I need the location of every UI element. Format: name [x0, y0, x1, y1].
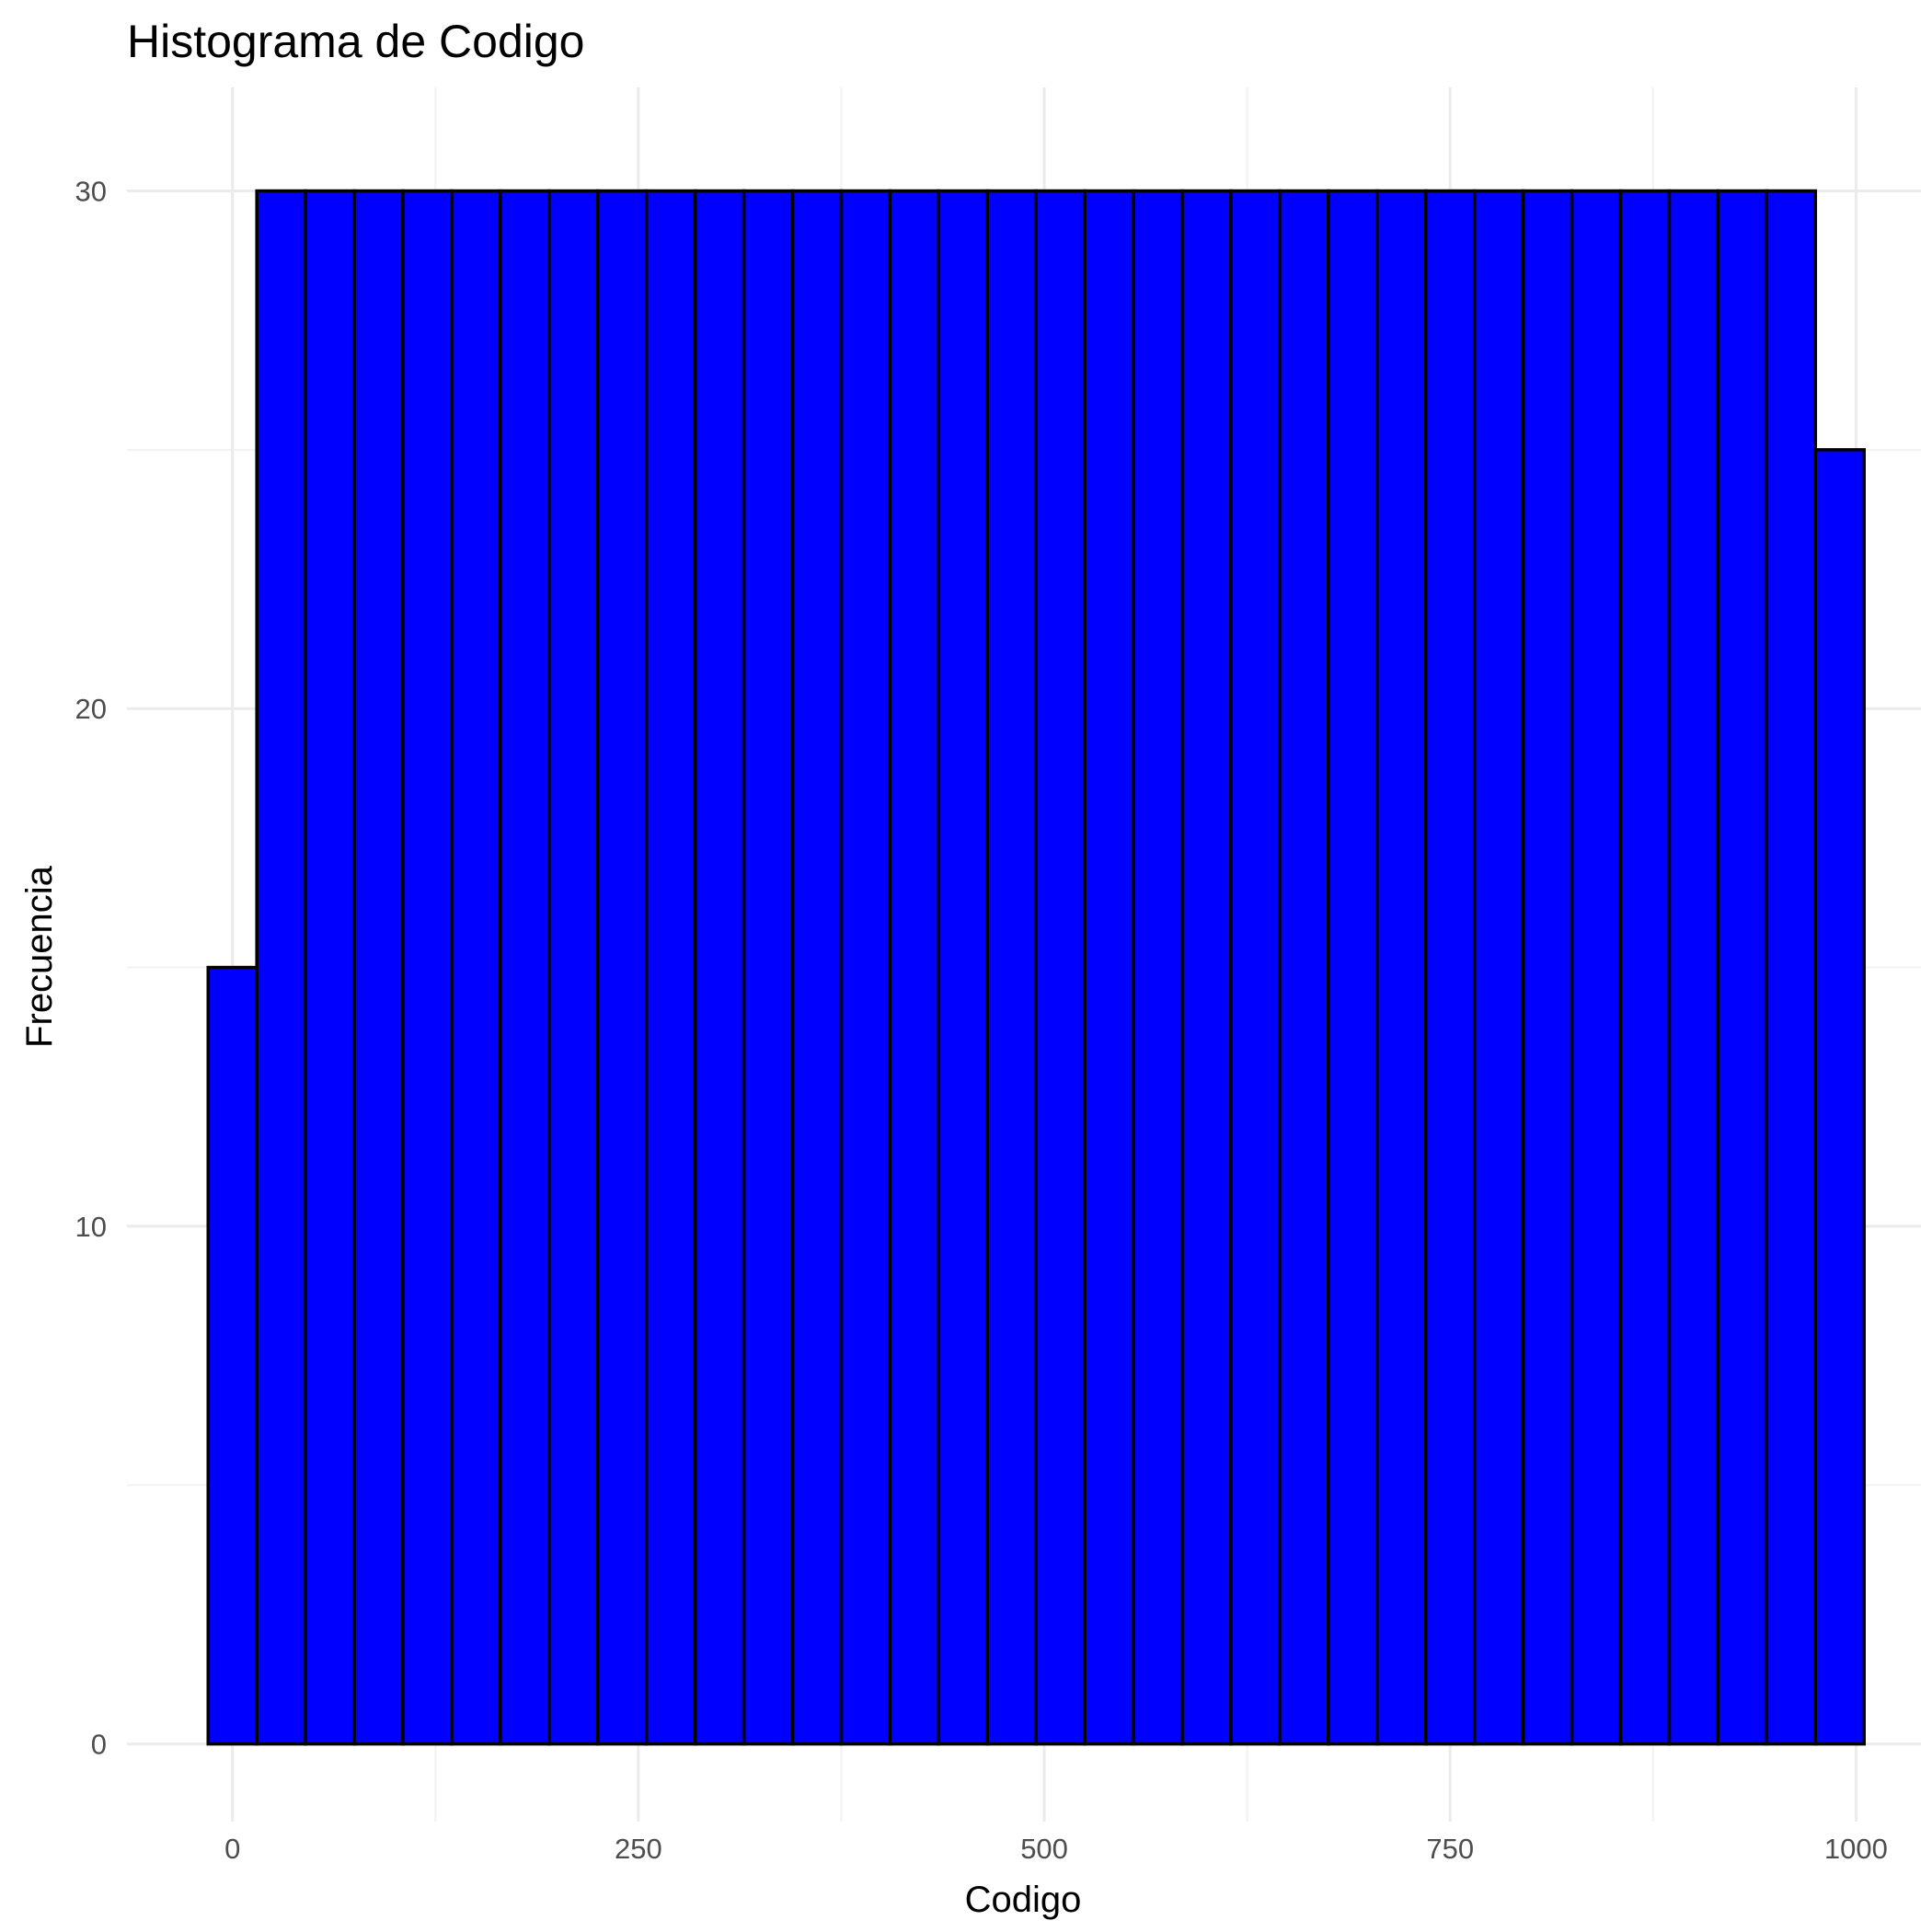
x-tick-label: 0: [224, 1833, 240, 1865]
histogram-bar: [790, 189, 844, 1746]
histogram-bar: [304, 189, 356, 1746]
y-tick-label: 30: [75, 176, 107, 208]
histogram-bar: [499, 189, 551, 1746]
histogram-bar: [742, 189, 795, 1746]
histogram-bar: [1472, 189, 1525, 1746]
histogram-bar: [255, 189, 307, 1746]
histogram-bar: [888, 189, 941, 1746]
histogram-bar: [839, 189, 892, 1746]
histogram-bar: [985, 189, 1038, 1746]
x-tick-label: 250: [615, 1833, 662, 1865]
histogram-bar: [1327, 189, 1379, 1746]
histogram-bar: [1618, 189, 1672, 1746]
y-tick-label: 20: [75, 693, 107, 725]
x-axis-title: Codigo: [965, 1880, 1082, 1920]
histogram-bar: [1521, 189, 1574, 1746]
histogram-bar: [1278, 189, 1330, 1746]
x-tick-label: 500: [1020, 1833, 1068, 1865]
histogram-bar: [401, 189, 454, 1746]
histogram-bar: [596, 189, 649, 1746]
histogram-bar: [450, 189, 502, 1746]
histogram-bar: [1375, 189, 1428, 1746]
x-axis-tick-labels: 0 250 500 750 1000: [224, 1833, 1888, 1865]
histogram-bar: [1813, 448, 1866, 1746]
histogram-bars: [206, 189, 1866, 1746]
chart-title: Histograma de Codigo: [127, 16, 585, 67]
histogram-bar: [1570, 189, 1623, 1746]
histogram-bar: [1765, 189, 1818, 1746]
histogram-bar: [1229, 189, 1282, 1746]
y-tick-label: 0: [91, 1729, 107, 1761]
histogram-bar: [1180, 189, 1233, 1746]
y-tick-label: 10: [75, 1211, 107, 1243]
histogram-bar: [937, 189, 990, 1746]
histogram-bar: [644, 189, 697, 1746]
histogram-bar: [1083, 189, 1135, 1746]
y-axis-title: Frecuencia: [19, 865, 60, 1048]
histogram-bar: [352, 189, 405, 1746]
histogram-bar: [1667, 189, 1720, 1746]
x-tick-label: 1000: [1824, 1833, 1888, 1865]
histogram-bar: [1034, 189, 1087, 1746]
x-tick-label: 750: [1426, 1833, 1474, 1865]
y-axis-tick-labels: 0 10 20 30: [75, 176, 107, 1761]
histogram-bar: [547, 189, 600, 1746]
histogram-bar: [1424, 189, 1477, 1746]
histogram-bar: [206, 965, 259, 1746]
histogram-bar: [693, 189, 746, 1746]
histogram-bar: [1716, 189, 1769, 1746]
histogram-bar: [1132, 189, 1184, 1746]
